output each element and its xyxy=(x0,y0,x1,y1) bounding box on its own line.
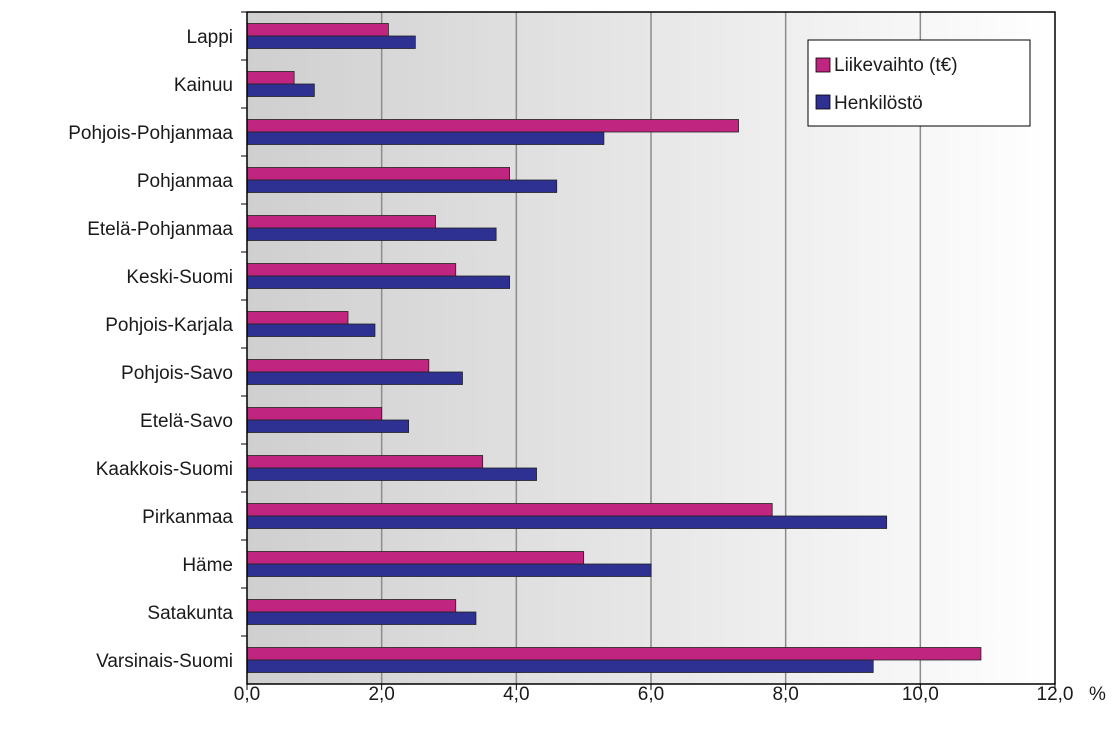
category-label: Etelä-Pohjanmaa xyxy=(87,219,233,240)
bar-liikevaihto xyxy=(246,359,430,373)
category-label: Keski-Suomi xyxy=(126,267,233,288)
bar-henkilosto xyxy=(246,371,463,385)
bar-henkilosto xyxy=(246,179,558,193)
x-unit-label: % xyxy=(1089,684,1106,705)
bar-liikevaihto xyxy=(246,263,457,277)
category-label: Lappi xyxy=(187,27,234,48)
bar-henkilosto xyxy=(246,563,652,577)
legend-box xyxy=(807,39,1031,127)
bar-henkilosto xyxy=(246,419,410,433)
category-label: Pirkanmaa xyxy=(142,507,233,528)
bar-henkilosto xyxy=(246,227,497,241)
bar-henkilosto xyxy=(246,611,477,625)
bar-henkilosto xyxy=(246,515,888,529)
legend-label-liikevaihto: Liikevaihto (t€) xyxy=(834,55,958,76)
bar-henkilosto xyxy=(246,83,315,97)
bar-liikevaihto xyxy=(246,311,349,325)
category-label: Varsinais-Suomi xyxy=(96,651,233,672)
bar-liikevaihto xyxy=(246,167,511,181)
category-labels: Lappi Kainuu Pohjois-Pohjanmaa Pohjanmaa Ete… xyxy=(68,27,233,672)
x-tick-label: 10,0 xyxy=(902,684,939,705)
bar-henkilosto xyxy=(246,275,511,289)
category-label: Häme xyxy=(182,555,233,576)
x-tick-label: 4,0 xyxy=(503,684,529,705)
bar-liikevaihto xyxy=(246,599,457,613)
bar-henkilosto xyxy=(246,131,605,145)
category-label: Etelä-Savo xyxy=(140,411,233,432)
legend: Liikevaihto (t€) Henkilöstö xyxy=(807,39,1031,127)
legend-swatch-henkilosto xyxy=(815,94,831,110)
x-tick-label: 8,0 xyxy=(772,684,798,705)
category-label: Pohjois-Pohjanmaa xyxy=(68,123,233,144)
bar-liikevaihto xyxy=(246,647,982,661)
bar-henkilosto xyxy=(246,35,416,49)
legend-swatch-liikevaihto xyxy=(815,57,831,73)
x-tick-labels: % 0,0 2,0 4,0 6,0 8,0 10,0 12,0 xyxy=(234,684,1106,705)
bar-liikevaihto xyxy=(246,551,585,565)
category-label: Pohjois-Karjala xyxy=(105,315,233,336)
x-tick-label: 2,0 xyxy=(368,684,394,705)
category-label: Satakunta xyxy=(147,603,233,624)
bar-liikevaihto xyxy=(246,503,773,517)
x-tick-label: 6,0 xyxy=(638,684,664,705)
bar-liikevaihto xyxy=(246,215,436,229)
bar-henkilosto xyxy=(246,467,537,481)
bar-liikevaihto xyxy=(246,119,739,133)
bar-henkilosto xyxy=(246,323,376,337)
category-label: Pohjanmaa xyxy=(137,171,234,192)
bar-liikevaihto xyxy=(246,407,383,421)
category-label: Kaakkois-Suomi xyxy=(96,459,233,480)
category-label: Kainuu xyxy=(174,75,233,96)
x-tick-label: 12,0 xyxy=(1037,684,1074,705)
legend-label-henkilosto: Henkilöstö xyxy=(834,93,923,114)
category-label: Pohjois-Savo xyxy=(121,363,233,384)
bar-liikevaihto xyxy=(246,71,295,85)
bar-henkilosto xyxy=(246,659,874,673)
bars xyxy=(246,23,982,673)
plot-border xyxy=(246,11,1056,685)
x-tick-label: 0,0 xyxy=(234,684,260,705)
bar-liikevaihto xyxy=(246,23,389,37)
bar-liikevaihto xyxy=(246,455,484,469)
